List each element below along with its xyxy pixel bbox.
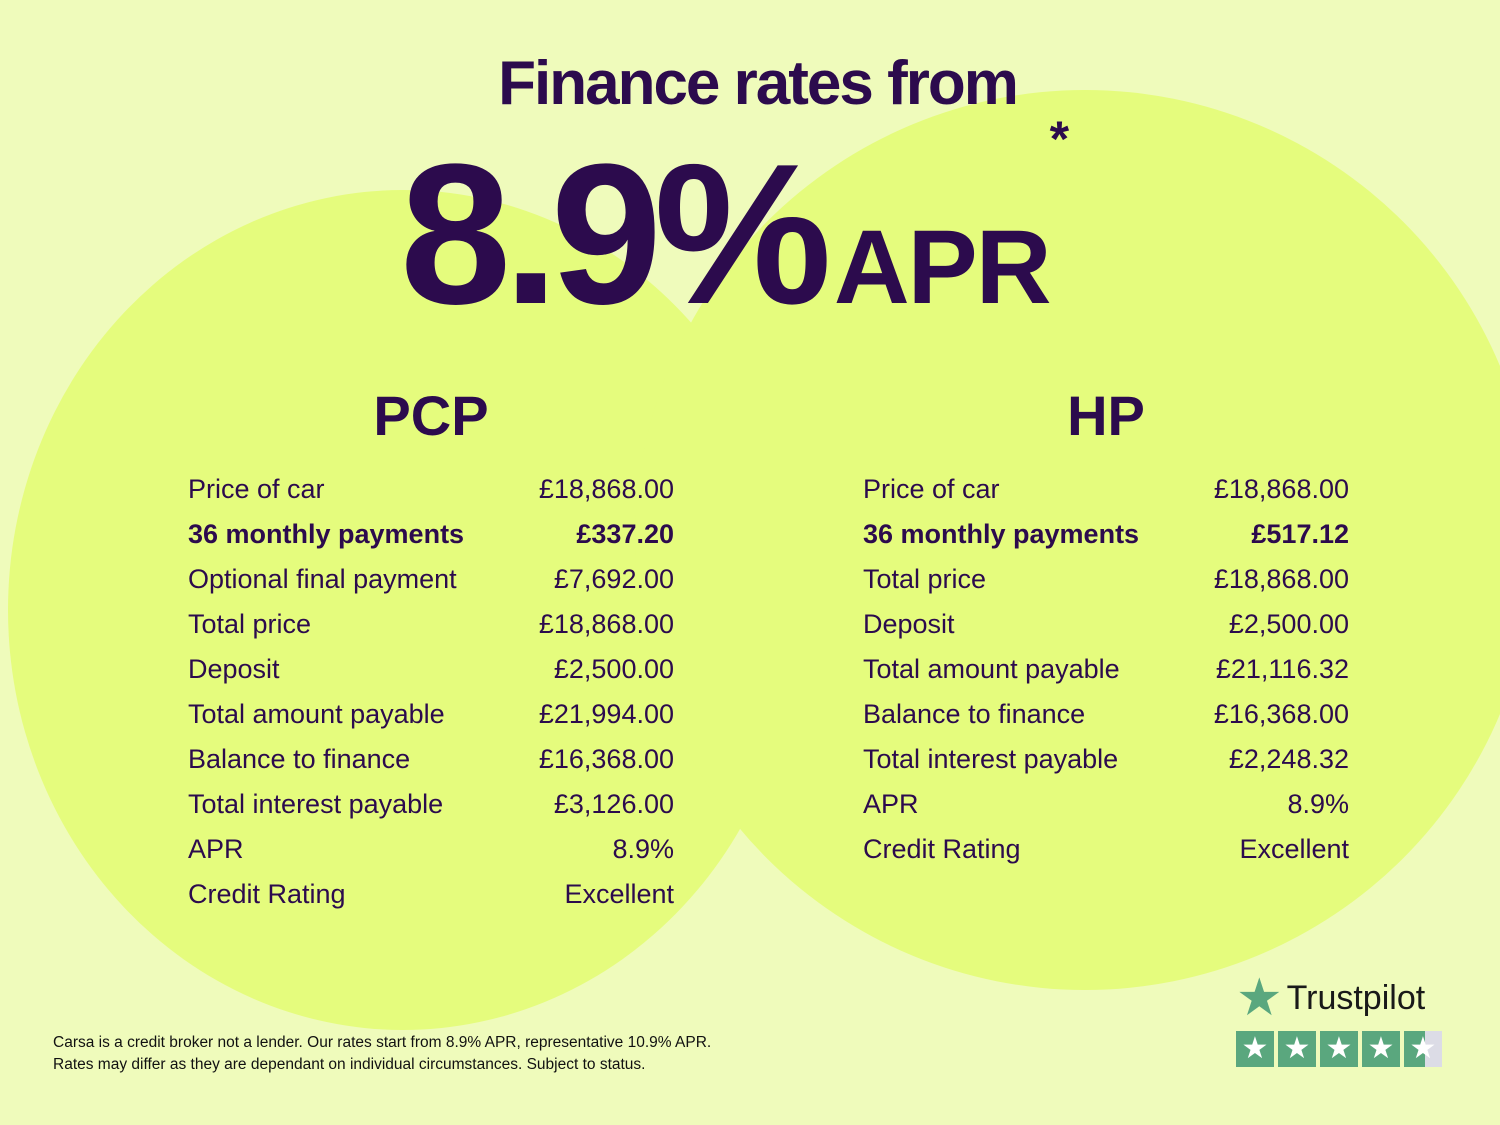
hp-table: HP Price of car £18,868.00 36 monthly paym… xyxy=(863,385,1349,872)
pcp-row: APR 8.9% xyxy=(188,827,674,872)
row-label: Optional final payment xyxy=(188,564,457,594)
row-value: Excellent xyxy=(564,879,674,909)
asterisk: * xyxy=(1049,111,1070,167)
row-value: £2,500.00 xyxy=(1228,609,1349,639)
right-circle-bg xyxy=(635,90,1500,990)
disclaimer: Carsa is a credit broker not a lender. O… xyxy=(53,1032,711,1076)
row-label: 36 monthly payments xyxy=(863,519,1140,549)
hp-row: Price of car £18,868.00 xyxy=(863,467,1349,512)
star-icon: ★ xyxy=(1236,969,1283,1027)
row-label: APR xyxy=(863,789,919,819)
disclaimer-line-1: Carsa is a credit broker not a lender. O… xyxy=(53,1034,712,1051)
row-label: Price of car xyxy=(188,474,325,504)
row-value: £7,692.00 xyxy=(553,564,674,594)
row-label: Price of car xyxy=(863,474,1000,504)
pcp-row: Price of car £18,868.00 xyxy=(188,467,674,512)
row-value: 8.9% xyxy=(1287,789,1349,819)
hp-row: Total amount payable £21,116.32 xyxy=(863,647,1349,692)
star-icon: ★ xyxy=(1404,1031,1442,1067)
row-label: Deposit xyxy=(863,609,955,639)
hp-row: Total interest payable £2,248.32 xyxy=(863,737,1349,782)
row-label: Balance to finance xyxy=(188,744,411,774)
row-value: £18,868.00 xyxy=(1213,474,1349,504)
row-label: Credit Rating xyxy=(863,834,1021,864)
row-value: £21,994.00 xyxy=(538,699,674,729)
pcp-row: Total amount payable £21,994.00 xyxy=(188,692,674,737)
hp-row: Deposit £2,500.00 xyxy=(863,602,1349,647)
pcp-row: 36 monthly payments £337.20 xyxy=(188,512,674,557)
star-icon: ★ xyxy=(1278,1031,1316,1067)
row-label: Deposit xyxy=(188,654,280,684)
row-value: £18,868.00 xyxy=(538,474,674,504)
row-value: £3,126.00 xyxy=(553,789,674,819)
pcp-row: Total interest payable £3,126.00 xyxy=(188,782,674,827)
star-icon: ★ xyxy=(1362,1031,1400,1067)
row-value: £2,248.32 xyxy=(1228,744,1349,774)
rate-display: 8.9%APR * xyxy=(400,111,1069,350)
row-value: £517.12 xyxy=(1251,519,1349,549)
row-label: Total interest payable xyxy=(188,789,444,819)
pcp-table: PCP Price of car £18,868.00 36 monthly pay… xyxy=(188,385,674,917)
pcp-row: Balance to finance £16,368.00 xyxy=(188,737,674,782)
row-label: APR xyxy=(188,834,244,864)
headline: Finance rates from xyxy=(498,49,1019,118)
hp-row: 36 monthly payments £517.12 xyxy=(863,512,1349,557)
hp-title: HP xyxy=(1067,384,1145,447)
pcp-row: Optional final payment £7,692.00 xyxy=(188,557,674,602)
rate-suffix: APR xyxy=(833,209,1052,326)
trustpilot-badge[interactable]: ★ Trustpilot ★ ★ ★ ★ ★ xyxy=(1236,969,1442,1067)
row-value: 8.9% xyxy=(612,834,674,864)
row-value: £18,868.00 xyxy=(1213,564,1349,594)
pcp-title: PCP xyxy=(373,384,489,447)
pcp-row: Credit Rating Excellent xyxy=(188,872,674,917)
hp-row: APR 8.9% xyxy=(863,782,1349,827)
hp-row: Balance to finance £16,368.00 xyxy=(863,692,1349,737)
row-label: 36 monthly payments xyxy=(188,519,465,549)
pcp-row: Total price £18,868.00 xyxy=(188,602,674,647)
row-label: Total price xyxy=(188,609,312,639)
row-label: Credit Rating xyxy=(188,879,346,909)
row-value: £2,500.00 xyxy=(553,654,674,684)
row-label: Total amount payable xyxy=(188,699,445,729)
disclaimer-line-2: Rates may differ as they are dependant o… xyxy=(53,1056,646,1073)
hp-row: Credit Rating Excellent xyxy=(863,827,1349,872)
row-label: Total amount payable xyxy=(863,654,1120,684)
pcp-row: Deposit £2,500.00 xyxy=(188,647,674,692)
row-label: Balance to finance xyxy=(863,699,1086,729)
hp-row: Total price £18,868.00 xyxy=(863,557,1349,602)
row-value: £16,368.00 xyxy=(538,744,674,774)
trustpilot-rating: ★ ★ ★ ★ ★ xyxy=(1236,1031,1442,1067)
row-value: £337.20 xyxy=(576,519,674,549)
rate-value: 8.9% xyxy=(400,123,832,346)
row-label: Total price xyxy=(863,564,987,594)
row-value: Excellent xyxy=(1239,834,1349,864)
row-value: £21,116.32 xyxy=(1215,654,1349,684)
row-value: £18,868.00 xyxy=(538,609,674,639)
row-value: £16,368.00 xyxy=(1213,699,1349,729)
star-icon: ★ xyxy=(1236,1031,1274,1067)
row-label: Total interest payable xyxy=(863,744,1119,774)
star-icon: ★ xyxy=(1320,1031,1358,1067)
trustpilot-name: Trustpilot xyxy=(1286,978,1426,1017)
